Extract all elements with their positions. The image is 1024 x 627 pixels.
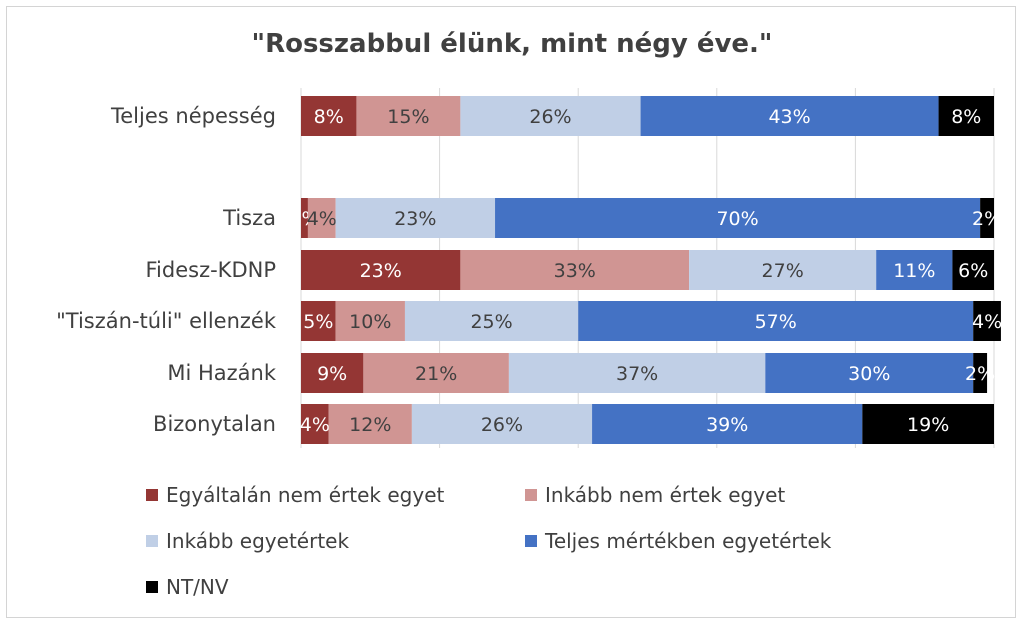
- bar-segment: [356, 96, 461, 136]
- data-label: 43%: [768, 106, 810, 128]
- legend: Egyáltalán nem értek egyet Inkább nem ért…: [146, 483, 832, 599]
- category-label: Bizonytalan: [153, 412, 276, 436]
- data-label: 8%: [951, 106, 981, 128]
- data-label: 2%: [965, 363, 995, 385]
- category-label: Teljes népesség: [110, 104, 276, 128]
- bar-segment: [495, 198, 981, 238]
- bar-segment: [876, 250, 953, 290]
- bar-segment: [980, 198, 994, 238]
- data-label: 6%: [958, 260, 988, 282]
- bar-segment: [411, 404, 593, 444]
- legend-swatch: [525, 535, 537, 547]
- bar-segment: [301, 250, 461, 290]
- data-label: 15%: [387, 106, 429, 128]
- bars: 8% 15% 26% 43% 8%1%4% 23% 70% 2%23% 33% 27% 11% 6%5…: [289, 96, 1002, 444]
- bar-segment: [460, 250, 690, 290]
- bar-segment: [689, 250, 877, 290]
- bar-segment: [301, 96, 357, 136]
- data-label: 9%: [317, 363, 347, 385]
- data-label: 5%: [303, 311, 333, 333]
- data-label: 2%: [972, 208, 1002, 230]
- legend-swatch: [525, 489, 537, 501]
- data-label: 4%: [972, 311, 1002, 333]
- legend-label: NT/NV: [166, 575, 229, 599]
- data-label: 23%: [360, 260, 402, 282]
- data-label: 19%: [907, 414, 949, 436]
- legend-label: Inkább nem értek egyet: [545, 483, 785, 507]
- bar-segment: [862, 404, 994, 444]
- bar-segment: [363, 353, 509, 393]
- data-label: 25%: [470, 311, 512, 333]
- data-label: 21%: [415, 363, 457, 385]
- bar-segment: [301, 198, 308, 238]
- data-label: 57%: [755, 311, 797, 333]
- bar-segment: [404, 301, 579, 341]
- bar-segment: [973, 353, 988, 393]
- legend-label: Egyáltalán nem értek egyet: [166, 483, 444, 507]
- data-label: 37%: [616, 363, 658, 385]
- bar-segment: [301, 404, 329, 444]
- bar-segment: [973, 301, 1001, 341]
- data-label: 39%: [706, 414, 748, 436]
- category-label: Tisza: [222, 206, 276, 230]
- category-label: Fidesz-KDNP: [146, 258, 277, 282]
- category-labels: Teljes népesség Tisza Fidesz-KDNP "Tiszán-t…: [56, 104, 277, 436]
- category-label: Mi Hazánk: [167, 361, 276, 385]
- bar-segment: [301, 353, 364, 393]
- data-label: 4%: [300, 414, 330, 436]
- data-label: 4%: [307, 208, 337, 230]
- bar-segment: [592, 404, 863, 444]
- legend-swatch: [146, 535, 158, 547]
- bar-segment: [508, 353, 766, 393]
- data-label: 23%: [394, 208, 436, 230]
- bar-segment: [765, 353, 974, 393]
- bar-segment: [335, 198, 496, 238]
- bar-segment: [640, 96, 939, 136]
- legend-swatch: [146, 489, 158, 501]
- bar-segment: [938, 96, 994, 136]
- data-label: 70%: [716, 208, 758, 230]
- bar-segment: [952, 250, 994, 290]
- legend-label: Inkább egyetértek: [166, 529, 349, 553]
- data-label: 33%: [554, 260, 596, 282]
- bar-segment: [328, 404, 412, 444]
- legend-swatch: [146, 581, 158, 593]
- data-label: 11%: [893, 260, 935, 282]
- data-label: 8%: [314, 106, 344, 128]
- data-label: 30%: [848, 363, 890, 385]
- bar-segment: [578, 301, 974, 341]
- data-label: 26%: [481, 414, 523, 436]
- bar-segment: [460, 96, 641, 136]
- data-label: 26%: [529, 106, 571, 128]
- legend-label: Teljes mértékben egyetértek: [544, 529, 832, 553]
- bar-segment: [301, 301, 336, 341]
- data-label: 12%: [349, 414, 391, 436]
- category-label: "Tiszán-túli" ellenzék: [56, 309, 277, 333]
- bar-segment: [335, 301, 405, 341]
- data-label: 27%: [762, 260, 804, 282]
- bar-segment: [307, 198, 336, 238]
- chart-title: "Rosszabbul élünk, mint négy éve.": [252, 29, 773, 59]
- data-label: 10%: [349, 311, 391, 333]
